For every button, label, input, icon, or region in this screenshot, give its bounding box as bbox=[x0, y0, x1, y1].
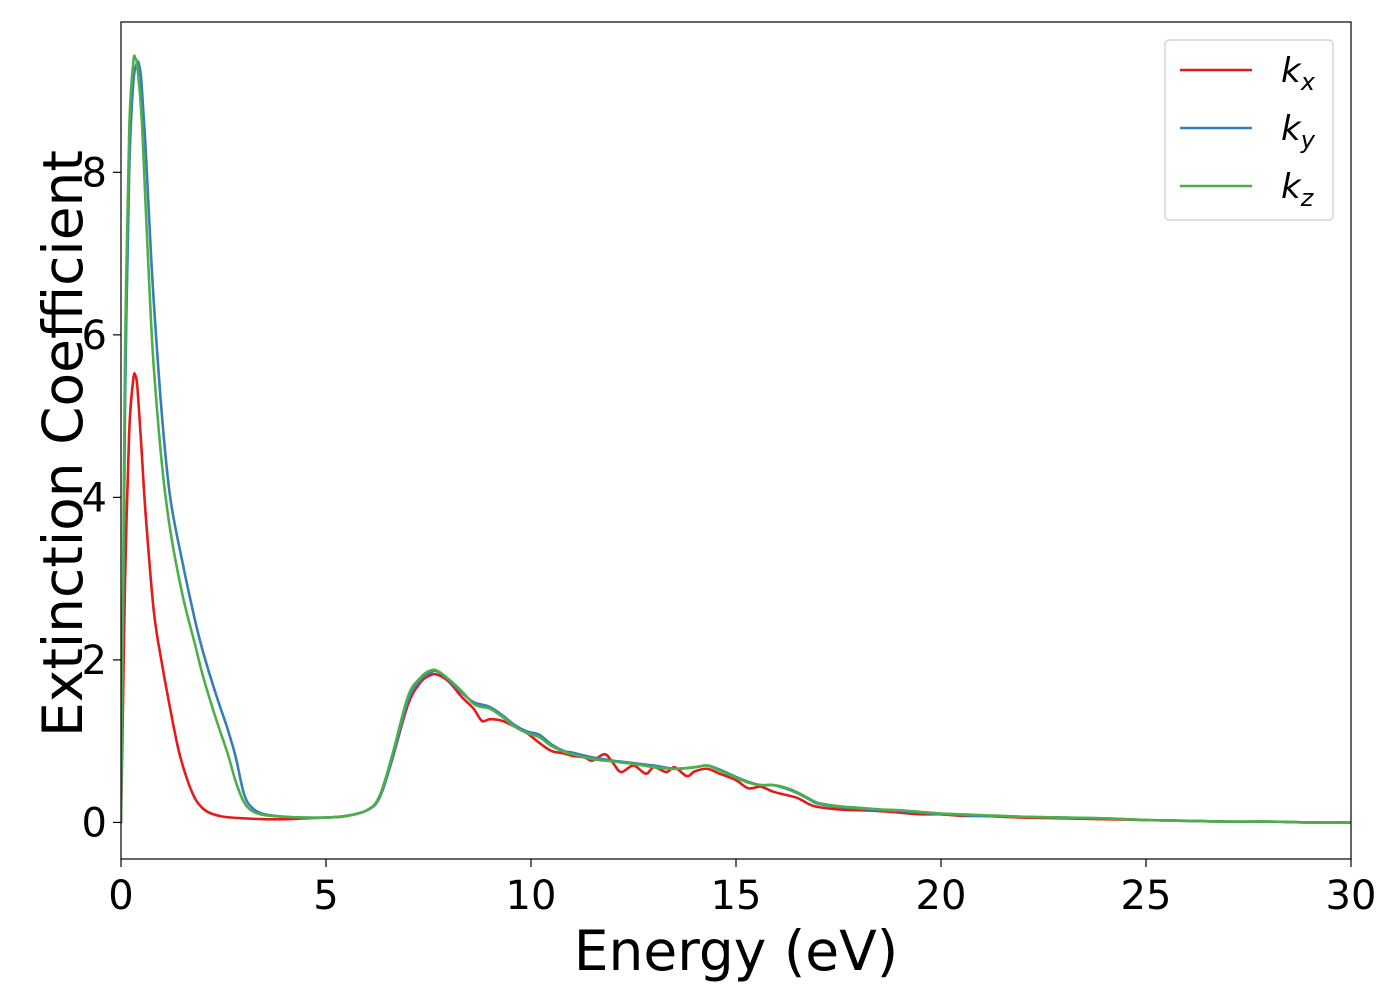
y-tick-label: 6 bbox=[82, 313, 107, 359]
x-axis: 0 5 10 15 20 25 30 bbox=[108, 859, 1376, 919]
legend-label-y: ky bbox=[1281, 109, 1316, 154]
y-tick-label: 4 bbox=[82, 475, 107, 521]
legend-label-x: kx bbox=[1281, 51, 1316, 96]
series-layer bbox=[121, 54, 1351, 824]
x-tick-label: 0 bbox=[108, 873, 133, 919]
x-tick-label: 25 bbox=[1121, 873, 1172, 919]
x-axis-label: Energy (eV) bbox=[574, 919, 898, 983]
y-axis-label: Extinction Coefficient bbox=[31, 150, 95, 737]
series-line-x bbox=[121, 372, 1351, 824]
legend: kx ky kz bbox=[1164, 39, 1334, 221]
y-tick-label: 8 bbox=[82, 150, 107, 196]
y-tick-label: 2 bbox=[82, 638, 107, 684]
x-tick-label: 5 bbox=[313, 873, 338, 919]
series-line-z bbox=[121, 54, 1351, 824]
x-tick-label: 10 bbox=[506, 873, 557, 919]
legend-label-z: kz bbox=[1281, 167, 1315, 212]
x-tick-label: 30 bbox=[1326, 873, 1377, 919]
legend-box bbox=[1164, 39, 1334, 221]
y-axis: 0 2 4 6 8 bbox=[82, 150, 121, 846]
y-tick-label: 0 bbox=[82, 800, 107, 846]
x-tick-label: 20 bbox=[916, 873, 967, 919]
x-tick-label: 15 bbox=[711, 873, 762, 919]
